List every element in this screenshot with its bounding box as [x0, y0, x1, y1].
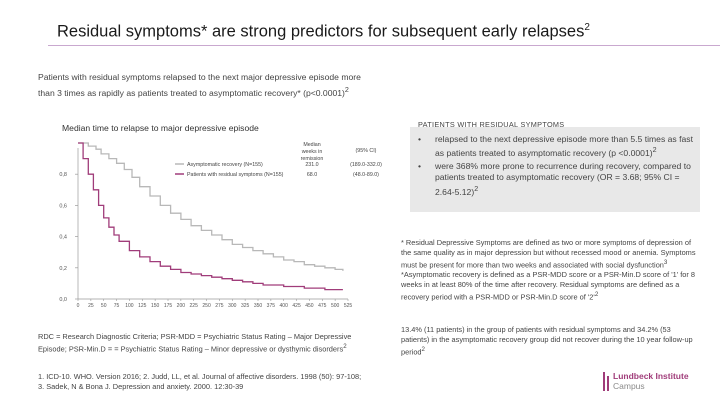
x-tick-label: 225 [190, 303, 199, 309]
table-median-header-2: weeks in [302, 149, 323, 155]
x-tick-label: 500 [331, 303, 340, 309]
x-tick-label: 0 [77, 303, 80, 309]
table-ci-asymptomatic: (189.0-332.0) [350, 162, 382, 168]
series-line-residual [78, 142, 343, 291]
bullet-dot-icon: • [418, 161, 422, 172]
definitions-footnote: * Residual Depressive Symptoms are defin… [401, 238, 696, 302]
x-tick-label: 325 [241, 303, 250, 309]
x-tick-label: 100 [125, 303, 134, 309]
series-line-asymptomatic [78, 142, 344, 271]
sidebar-header: PATIENTS WITH RESIDUAL SYMPTOMS [418, 120, 565, 129]
x-tick-label: 300 [228, 303, 237, 309]
abbreviations: RDC = Research Diagnostic Criteria; PSR-… [38, 332, 352, 354]
x-tick-label: 450 [305, 303, 314, 309]
x-tick-label: 75 [114, 303, 120, 309]
chart-legend-table: Median weeks in remission (95% CI) Asymp… [175, 142, 382, 178]
sidebar-bullets: • relapsed to the next depressive episode… [414, 134, 700, 200]
legend-label-residual: Patients with residual symptoms (N=155) [187, 172, 284, 178]
sidebar-highlight-box [410, 127, 700, 212]
y-axis: 0,0 0,2 0,4 0,6 0,8 [59, 148, 79, 303]
bullet-item: • were 368% more prone to recurrence duri… [418, 161, 691, 197]
table-median-asymptomatic: 231.0 [305, 162, 318, 168]
y-tick-label: 0,6 [59, 203, 67, 209]
intro-text: Patients with residual symptoms relapsed… [38, 72, 361, 98]
x-axis: 0 25 50 75 100 125 150 175 200 225 250 275 300 325 350… [77, 298, 353, 309]
series-layer [78, 142, 344, 291]
findings-text: 13.4% (11 patients) in the group of pati… [401, 325, 693, 357]
x-tick-label: 25 [88, 303, 94, 309]
table-median-header-3: remission [301, 156, 324, 162]
x-tick-label: 525 [344, 303, 353, 309]
x-tick-label: 400 [280, 303, 289, 309]
table-median-header: Median [303, 142, 320, 148]
page-title: Residual symptoms* are strong predictors… [57, 22, 590, 41]
title-divider [48, 45, 720, 46]
y-tick-label: 0,4 [59, 235, 67, 241]
x-tick-label: 150 [151, 303, 160, 309]
logo-subtitle: Campus [613, 381, 645, 391]
x-tick-label: 475 [318, 303, 327, 309]
x-tick-label: 200 [177, 303, 186, 309]
references: 1. ICD-10. WHO. Version 2016; 2. Judd, L… [38, 372, 362, 391]
legend-label-asymptomatic: Asymptomatic recovery (N=155) [187, 162, 263, 168]
x-tick-label: 275 [215, 303, 224, 309]
x-tick-label: 250 [202, 303, 211, 309]
y-tick-label: 0,2 [59, 266, 67, 272]
x-tick-label: 50 [101, 303, 107, 309]
y-tick-label: 0,8 [59, 172, 67, 178]
logo-name: Lundbeck Institute [613, 371, 689, 381]
chart-title: Median time to relapse to major depressi… [62, 123, 259, 133]
lundbeck-logo-icon [603, 372, 609, 391]
table-ci-header: (95% CI) [356, 148, 377, 154]
table-ci-residual: (48.0-89.0) [353, 172, 379, 178]
bullet-item: • relapsed to the next depressive episode… [418, 134, 693, 159]
x-tick-label: 375 [267, 303, 276, 309]
x-tick-label: 175 [164, 303, 173, 309]
x-tick-label: 350 [254, 303, 263, 309]
table-median-residual: 68.0 [307, 172, 317, 178]
bullet-dot-icon: • [418, 134, 422, 144]
x-tick-label: 425 [292, 303, 301, 309]
x-tick-label: 125 [138, 303, 147, 309]
y-tick-label: 0,0 [59, 297, 67, 303]
